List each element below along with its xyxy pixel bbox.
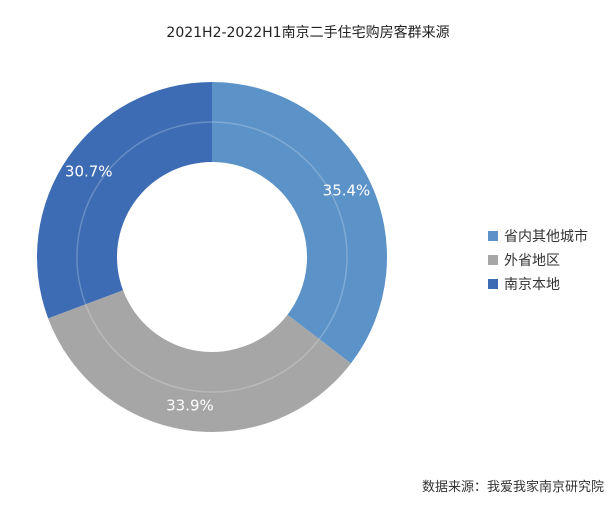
donut-ring-line-1 — [84, 304, 320, 393]
data-label-1: 33.9% — [166, 396, 214, 414]
legend-label-2: 南京本地 — [504, 277, 560, 293]
source-note: 数据来源：我爱我家南京研究院 — [421, 480, 604, 495]
donut-slice-2 — [37, 82, 212, 319]
donut-ring-line-2 — [76, 121, 213, 305]
legend-swatch-0 — [488, 231, 498, 241]
chart-title: 2021H2-2022H1南京二手住宅购房客群来源 — [166, 25, 450, 41]
donut-slice-1 — [48, 290, 351, 432]
legend-swatch-2 — [488, 279, 498, 289]
legend-label-0: 省内其他城市 — [504, 229, 588, 245]
data-label-0: 35.4% — [323, 182, 371, 200]
legend-item-0: 省内其他城市 — [488, 224, 588, 248]
legend-swatch-1 — [488, 255, 498, 265]
legend-label-1: 外省地区 — [504, 253, 560, 269]
donut-ring-line-0 — [211, 121, 348, 340]
data-label-2: 30.7% — [65, 163, 113, 181]
legend: 省内其他城市 外省地区 南京本地 — [488, 224, 588, 296]
legend-item-1: 外省地区 — [488, 248, 588, 272]
legend-item-2: 南京本地 — [488, 272, 588, 296]
donut-slice-0 — [212, 82, 387, 364]
